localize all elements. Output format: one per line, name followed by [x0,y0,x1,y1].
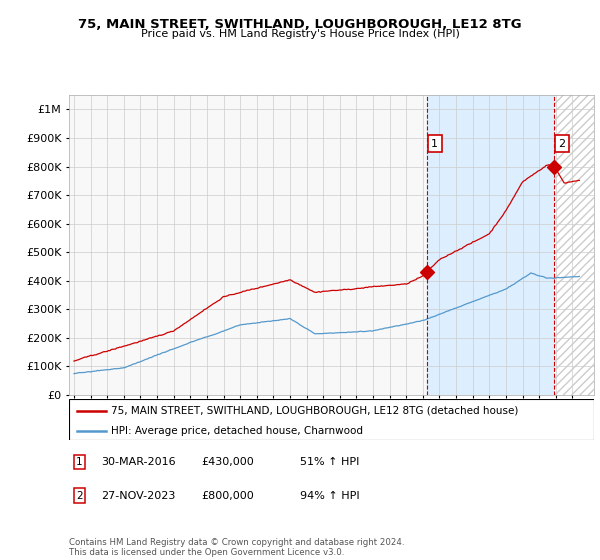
Text: 75, MAIN STREET, SWITHLAND, LOUGHBOROUGH, LE12 8TG (detached house): 75, MAIN STREET, SWITHLAND, LOUGHBOROUGH… [111,405,518,416]
Text: 1: 1 [431,139,438,149]
Text: 51% ↑ HPI: 51% ↑ HPI [300,457,359,467]
Text: £800,000: £800,000 [201,491,254,501]
Text: Price paid vs. HM Land Registry's House Price Index (HPI): Price paid vs. HM Land Registry's House … [140,29,460,39]
Bar [427,95,554,395]
Text: 2: 2 [559,139,566,149]
FancyBboxPatch shape [69,399,594,440]
Text: 30-MAR-2016: 30-MAR-2016 [101,457,175,467]
Text: 1: 1 [76,457,83,467]
Text: 2: 2 [76,491,83,501]
Text: HPI: Average price, detached house, Charnwood: HPI: Average price, detached house, Char… [111,426,363,436]
Bar [554,95,594,395]
Text: 75, MAIN STREET, SWITHLAND, LOUGHBOROUGH, LE12 8TG: 75, MAIN STREET, SWITHLAND, LOUGHBOROUGH… [78,18,522,31]
Text: Contains HM Land Registry data © Crown copyright and database right 2024.
This d: Contains HM Land Registry data © Crown c… [69,538,404,557]
Text: £430,000: £430,000 [201,457,254,467]
Text: 27-NOV-2023: 27-NOV-2023 [101,491,175,501]
Text: 94% ↑ HPI: 94% ↑ HPI [300,491,359,501]
